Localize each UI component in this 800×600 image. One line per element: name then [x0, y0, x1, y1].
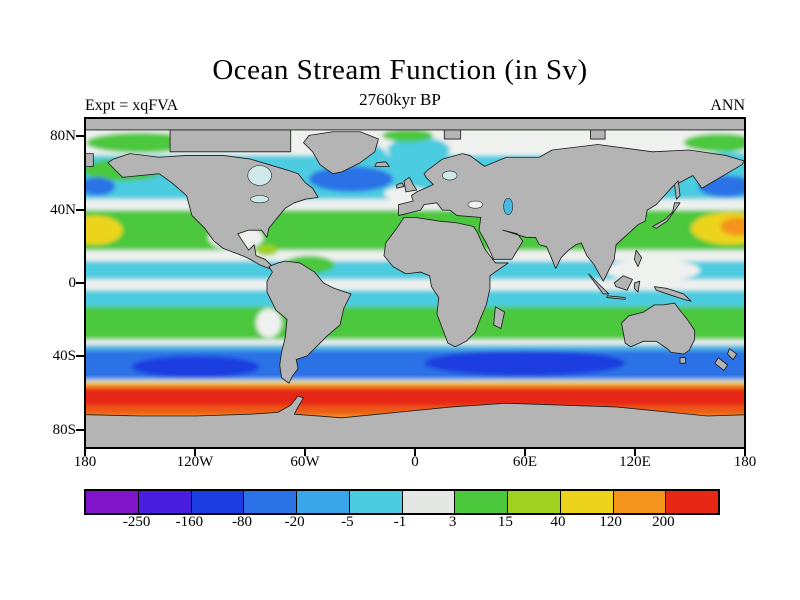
lon-tick-label: 0	[411, 454, 419, 470]
lon-tick-label: 60E	[512, 454, 538, 470]
lat-tick-mark	[76, 282, 84, 284]
colorbar-segment	[296, 491, 349, 513]
plot-title: Ocean Stream Function (in Sv)	[212, 54, 588, 86]
colorbar-segment	[348, 491, 402, 513]
colorbar-segment	[86, 491, 138, 513]
continent-sumatra	[588, 273, 610, 295]
continent-greenland	[303, 131, 379, 175]
colorbar-boundary-label: 15	[497, 514, 513, 530]
inland-seas	[247, 165, 514, 215]
colorbar-segment	[507, 491, 560, 513]
continent-iceland	[374, 161, 390, 167]
lon-tick-mark	[414, 449, 416, 456]
continent-java	[606, 295, 626, 300]
lat-tick-label: 80N	[50, 128, 76, 145]
colorbar-boundary-label: -160	[175, 514, 204, 530]
lat-tick-mark	[76, 355, 84, 358]
continent-philippines	[633, 249, 643, 268]
caspian-sea	[503, 197, 514, 215]
colorbar-segment	[137, 491, 191, 513]
lon-tick-mark	[304, 449, 306, 456]
map-frame	[84, 117, 746, 449]
colorbar-boundary-label: -20	[284, 514, 305, 530]
continent-borneo	[613, 275, 633, 291]
lon-tick-mark	[634, 449, 636, 456]
colorbar-boundary-label: 200	[652, 514, 675, 530]
colorbar-segment	[612, 491, 666, 513]
continents	[86, 119, 744, 447]
colorbar	[84, 489, 720, 515]
continent-japan	[652, 202, 681, 229]
colorbar-segment	[401, 491, 455, 513]
world-map	[86, 119, 744, 447]
continent-arctic-ice	[86, 119, 744, 131]
continent-severnaya-zemlya	[590, 129, 606, 140]
colorbar-boundary-label: -1	[393, 514, 407, 530]
continent-sulawesi	[633, 280, 641, 293]
continent-madagascar	[493, 306, 505, 329]
colorbar-boundary-label: 3	[448, 514, 457, 530]
continent-eurasia	[398, 144, 744, 282]
continent-africa	[383, 216, 509, 348]
lon-tick-mark	[744, 449, 746, 456]
continent-sakhalin	[674, 180, 681, 200]
lat-tick-mark	[76, 135, 84, 138]
continent-british-isles	[403, 176, 418, 193]
lat-tick-label: 40S	[52, 348, 76, 365]
colorbar-segment	[243, 491, 296, 513]
lat-tick-mark	[76, 208, 84, 211]
experiment-label: Expt = xqFVA	[85, 97, 179, 114]
plot-subtitle: 2760kyr BP	[359, 90, 441, 109]
colorbar-boundary-label: 40	[550, 514, 566, 530]
continent-australia	[621, 302, 696, 355]
lat-tick-label: 80S	[52, 421, 76, 438]
continent-new-zealand-north	[727, 348, 738, 360]
season-label: ANN	[710, 97, 745, 114]
hudson-bay	[247, 165, 272, 186]
continent-tasmania	[679, 357, 686, 364]
lon-tick-label: 120W	[176, 454, 214, 470]
continent-antarctica	[86, 395, 744, 447]
continent-new-zealand-south	[714, 357, 728, 371]
colorbar-boundary-label: -5	[341, 514, 354, 530]
continent-chukotka-wrap	[86, 153, 94, 167]
continent-new-guinea	[654, 286, 692, 302]
lon-tick-label: 180	[73, 454, 97, 470]
black-sea	[467, 200, 483, 209]
lat-tick-label: 0	[68, 275, 77, 291]
lon-tick-label: 120E	[619, 454, 651, 470]
colorbar-boundary-label: -250	[122, 514, 151, 530]
lat-tick-mark	[76, 428, 84, 431]
continent-ireland	[396, 182, 405, 189]
colorbar-boundary-label: -80	[232, 514, 252, 530]
baltic-sea	[442, 170, 458, 181]
colorbar-segment	[190, 491, 244, 513]
colorbar-segment	[454, 491, 507, 513]
great-lakes	[250, 195, 270, 204]
continent-canadian-archipelago	[169, 129, 292, 153]
lon-tick-label: 180	[733, 454, 757, 470]
colorbar-boundary-label: 120	[599, 514, 622, 530]
lon-tick-mark	[194, 449, 196, 456]
lon-tick-mark	[524, 449, 526, 456]
colorbar-segment	[559, 491, 613, 513]
colorbar-segment	[665, 491, 718, 513]
lon-tick-label: 60W	[290, 454, 320, 470]
lon-tick-mark	[84, 449, 86, 456]
continent-svalbard	[443, 129, 462, 140]
continent-south-america	[266, 260, 352, 384]
lat-tick-label: 40N	[50, 201, 76, 218]
